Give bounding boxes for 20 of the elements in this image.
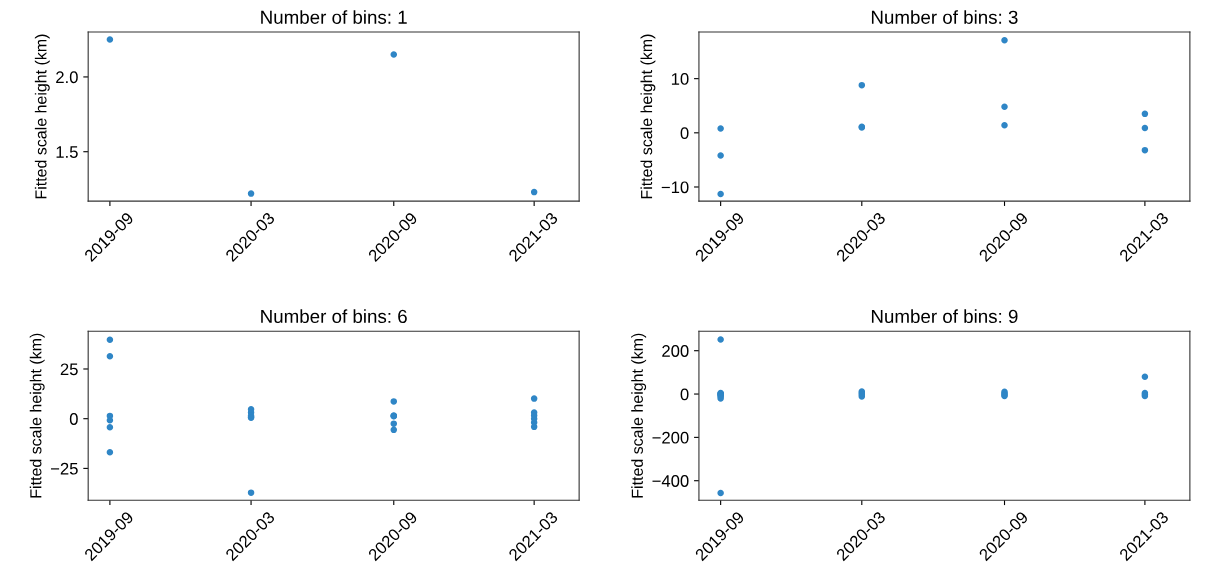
y-tick-label: 2.0 [56, 71, 78, 84]
y-tick-label: 0 [680, 388, 689, 401]
chart-title: Number of bins: 9 [871, 309, 1018, 324]
chart-title: Number of bins: 3 [871, 10, 1018, 24]
chart-title: Number of bins: 6 [261, 309, 407, 324]
y-axis-title: Fitted scale height (km) [640, 34, 656, 199]
y-tick-label: 25 [60, 363, 78, 376]
y-tick-label: 0 [69, 413, 78, 425]
y-axis-title: Fitted scale height (km) [29, 333, 45, 498]
y-axis-title: Fitted scale height (km) [631, 333, 647, 498]
y-tick-label: 1.5 [56, 146, 78, 158]
y-tick-label: −200 [652, 431, 689, 444]
y-tick-label: 200 [662, 345, 689, 357]
chart-title: Number of bins: 1 [261, 10, 407, 24]
y-tick-label: −400 [652, 475, 689, 487]
y-tick-label: 0 [680, 127, 689, 140]
y-axis-title: Fitted scale height (km) [34, 34, 50, 199]
y-tick-label: 10 [671, 73, 689, 85]
y-tick-label: −25 [51, 462, 78, 475]
y-tick-label: −10 [661, 181, 689, 194]
